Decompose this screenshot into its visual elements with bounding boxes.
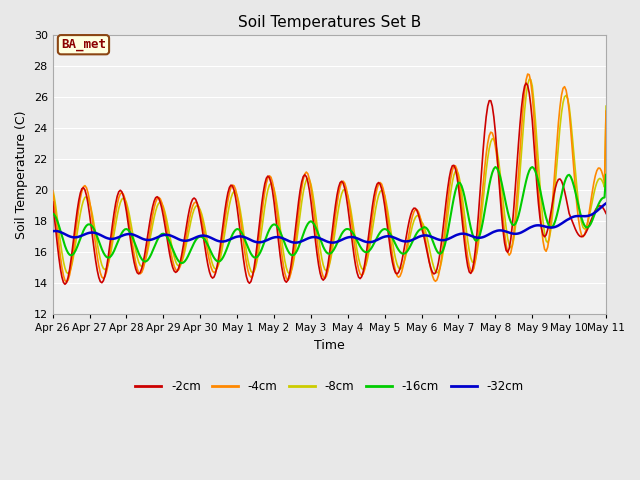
Y-axis label: Soil Temperature (C): Soil Temperature (C) [15, 110, 28, 239]
Legend: -2cm, -4cm, -8cm, -16cm, -32cm: -2cm, -4cm, -8cm, -16cm, -32cm [131, 375, 528, 397]
Title: Soil Temperatures Set B: Soil Temperatures Set B [237, 15, 421, 30]
Text: BA_met: BA_met [61, 38, 106, 51]
X-axis label: Time: Time [314, 339, 345, 352]
